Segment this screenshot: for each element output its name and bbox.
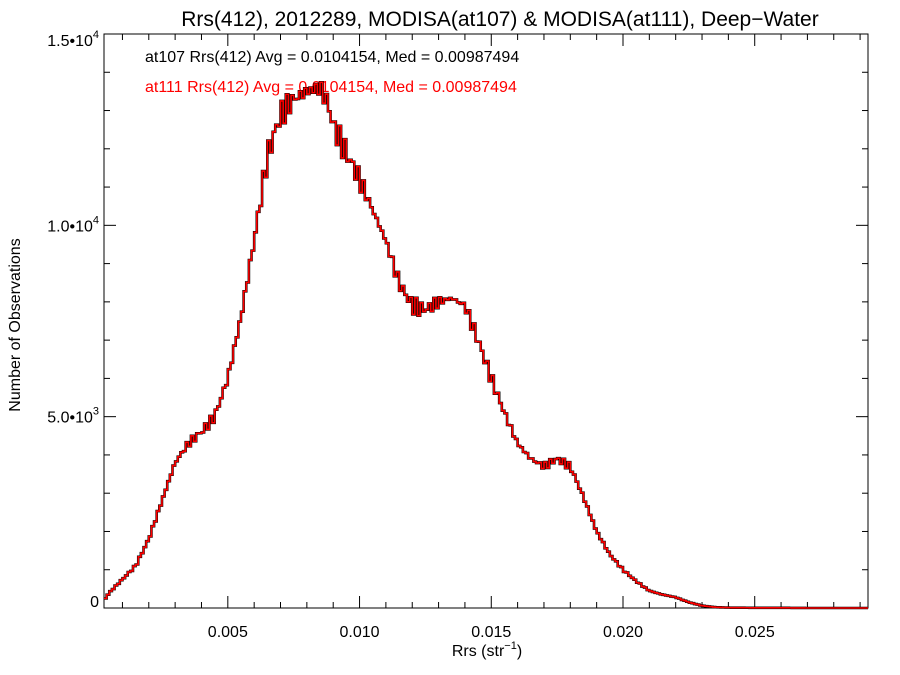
legend-entry-at107: at107 Rrs(412) Avg = 0.0104154, Med = 0.…: [145, 49, 519, 66]
y-tick-label-sup: 4: [93, 29, 99, 41]
plot-area: [103, 33, 869, 610]
y-tick-label: 0: [90, 594, 99, 611]
x-tick-label: 0.010: [340, 624, 380, 641]
y-tick-label: 1.5•104: [47, 29, 99, 50]
legend: at107 Rrs(412) Avg = 0.0104154, Med = 0.…: [145, 49, 519, 96]
x-tick-label: 0.005: [208, 624, 248, 641]
y-tick-label-sup: 3: [93, 406, 99, 418]
axis-ticks: [104, 33, 868, 609]
y-tick-label-main: 1.5•10: [47, 33, 93, 50]
y-tick-label-main: 1.0•10: [47, 218, 93, 235]
plot-frame: [103, 33, 869, 609]
x-axis-label-sup: −1: [504, 640, 517, 652]
y-tick-label: 1.0•104: [47, 214, 99, 235]
x-tick-label: 0.015: [471, 624, 511, 641]
x-tick-label: 0.025: [735, 624, 775, 641]
x-tick-labels: 0.005 0.010 0.015 0.020 0.025: [208, 624, 775, 641]
chart-title: Rrs(412), 2012289, MODISA(at107) & MODIS…: [181, 8, 818, 31]
y-tick-label-main: 5.0•10: [47, 410, 93, 427]
histogram-line-at111: [104, 81, 868, 609]
histogram-line-at107: [104, 80, 868, 610]
y-axis-label: Number of Observations: [7, 238, 24, 411]
y-tick-label-sup: 4: [93, 214, 99, 226]
y-tick-label-main: 0: [90, 594, 99, 611]
x-axis-label-main: Rrs (str: [452, 643, 505, 660]
y-tick-label: 5.0•103: [47, 406, 99, 427]
x-axis-label: Rrs (str−1): [452, 640, 522, 660]
legend-entry-at111: at111 Rrs(412) Avg = 0.0104154, Med = 0.…: [145, 79, 517, 96]
x-tick-label: 0.020: [603, 624, 643, 641]
x-axis-label-end: ): [517, 643, 522, 660]
